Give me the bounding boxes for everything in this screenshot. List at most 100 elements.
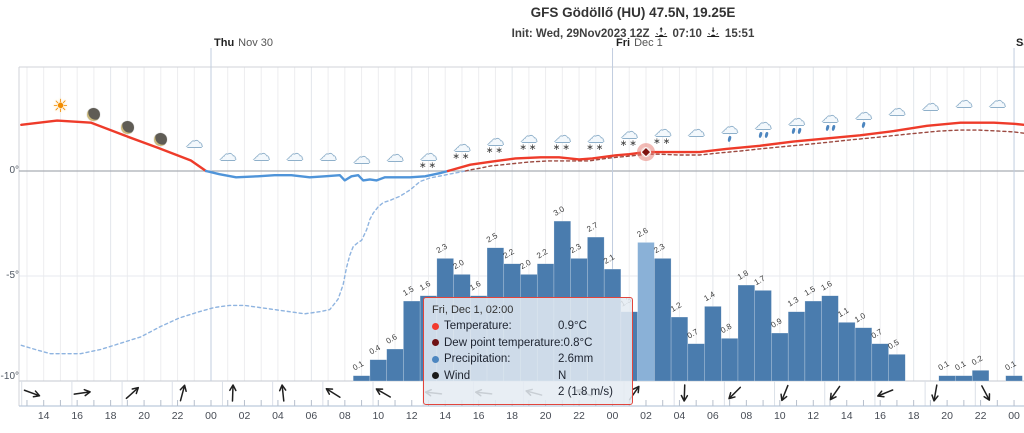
- precip-bar[interactable]: [352, 375, 371, 382]
- hover-tooltip: Fri, Dec 1, 02:00 Temperature: 0.9°C Dew p…: [423, 297, 633, 405]
- wind-arrow: [728, 386, 742, 400]
- precip-bar[interactable]: [871, 343, 889, 382]
- time-axis-label: 22: [573, 410, 585, 422]
- sunset-time: 15:51: [724, 28, 755, 40]
- time-axis-label: 18: [907, 410, 920, 422]
- wind-arrow-shaft: [877, 389, 894, 397]
- precip-value-label: 2.3: [435, 242, 450, 256]
- wind-arrow: [375, 388, 391, 398]
- precip-value-label: 0.5: [886, 337, 901, 351]
- day-name: Sat: [1016, 37, 1024, 49]
- tooltip-row: Precipitation: 2.6mm: [432, 351, 624, 368]
- tooltip-row: Wind N: [432, 368, 624, 385]
- tooltip-value: 0.9°C: [558, 320, 587, 332]
- precip-bar[interactable]: [704, 306, 722, 382]
- wind-arrow-shaft: [73, 391, 90, 395]
- precip-bar[interactable]: [771, 332, 789, 382]
- time-axis-label: 14: [439, 410, 452, 422]
- precip-bar[interactable]: [888, 354, 906, 382]
- wind-arrow: [229, 384, 237, 402]
- wind-arrow-shaft: [281, 385, 285, 402]
- day-name: Fri: [616, 37, 631, 49]
- wind-arrow-shaft: [781, 384, 789, 401]
- precip-bar[interactable]: [955, 375, 973, 382]
- tooltip-title: Fri, Dec 1, 02:00: [432, 304, 514, 316]
- day-label-thu: Thu Nov 30: [214, 37, 273, 49]
- time-axis-label: 00: [205, 410, 217, 422]
- wind-arrow-head: [829, 392, 837, 401]
- time-axis-label: 20: [138, 410, 150, 422]
- wind-arrow: [325, 388, 341, 398]
- precip-bar[interactable]: [838, 322, 856, 382]
- tooltip-rows: Temperature: 0.9°C Dew point temperature: 0…: [432, 318, 624, 401]
- time-axis-label: 00: [606, 410, 619, 422]
- time-axis-label: 18: [506, 410, 518, 422]
- wind-arrow-head: [728, 391, 736, 400]
- precip-value-label: 1.5: [803, 284, 818, 298]
- precip-bar[interactable]: [754, 290, 772, 382]
- wind-arrow: [23, 389, 41, 398]
- wind-arrow: [780, 384, 789, 402]
- y-axis-tick--10: -10°: [0, 371, 19, 382]
- precip-bar[interactable]: [737, 284, 755, 382]
- precip-value-label: 1.5: [401, 284, 416, 298]
- precip-value-label: 0.1: [937, 359, 952, 373]
- time-axis-label: 14: [840, 410, 853, 422]
- wind-arrow: [680, 384, 689, 402]
- time-axis-label: 10: [773, 410, 786, 422]
- hover-marker-diamond: [640, 146, 652, 158]
- precip-bar[interactable]: [670, 316, 689, 382]
- precip-bar[interactable]: [854, 327, 873, 382]
- tooltip-value: 2.6mm: [558, 353, 594, 365]
- time-axis-label: 06: [305, 410, 318, 422]
- precip-value-label: 1.3: [786, 295, 801, 309]
- tooltip-value: N: [558, 369, 567, 382]
- precip-bar[interactable]: [403, 300, 421, 382]
- sunrise-time: 07:10: [672, 28, 702, 40]
- precip-bar[interactable]: [386, 348, 404, 382]
- tooltip-value: 2 (1.8 m/s): [558, 386, 613, 398]
- tooltip-series-dot: [432, 339, 439, 347]
- precip-bar[interactable]: [938, 375, 956, 382]
- temperature-line: [204, 169, 450, 182]
- precip-bar[interactable]: [721, 338, 739, 382]
- dew-point-line: [20, 170, 466, 355]
- precip-bar[interactable]: [1005, 375, 1023, 382]
- time-axis-label: 14: [37, 410, 50, 422]
- time-axis-label: 16: [71, 410, 83, 422]
- precip-bar[interactable]: [787, 311, 806, 382]
- wind-arrow-head: [931, 394, 939, 402]
- y-axis-tick-0: 0°: [9, 165, 19, 176]
- precip-bar[interactable]: [654, 258, 672, 382]
- precip-bar[interactable]: [369, 359, 387, 382]
- precip-bar[interactable]: [687, 343, 705, 382]
- precip-value-label: 1.0: [853, 311, 868, 325]
- wind-arrow-head: [632, 385, 640, 394]
- wind-arrow: [278, 384, 287, 402]
- precip-value-label: 0.4: [368, 343, 383, 357]
- day-label-sat: SatDec 2: [1016, 37, 1024, 49]
- precip-bar-highlighted[interactable]: [637, 242, 655, 382]
- precip-bar[interactable]: [804, 300, 822, 382]
- wind-arrow-shaft: [728, 386, 742, 399]
- wind-arrow-head: [680, 394, 689, 402]
- precip-value-label: 2.2: [535, 247, 550, 261]
- time-axis-label: 02: [238, 410, 251, 422]
- wind-arrow-head: [179, 384, 187, 393]
- time-axis-label: 08: [740, 410, 753, 422]
- time-axis-label: 04: [673, 410, 686, 422]
- precip-bar[interactable]: [971, 370, 990, 382]
- time-axis-label: 18: [104, 410, 117, 422]
- init-line: Init: Wed, 29Nov2023 12Z 07:10 15:51: [511, 27, 755, 41]
- wind-arrow: [981, 385, 991, 401]
- wind-arrow: [73, 388, 91, 397]
- init-text: Init: Wed, 29Nov2023 12Z: [511, 28, 650, 40]
- time-axis-label: 04: [272, 410, 284, 422]
- day-date: Dec 1: [634, 37, 663, 49]
- wind-arrow-shaft: [376, 388, 391, 398]
- wind-arrow-head: [325, 388, 334, 395]
- precip-value-label: 0.1: [953, 359, 968, 373]
- day-date: Nov 30: [238, 37, 274, 49]
- precip-bar[interactable]: [821, 295, 839, 382]
- precip-value-label: 2.6: [635, 226, 650, 240]
